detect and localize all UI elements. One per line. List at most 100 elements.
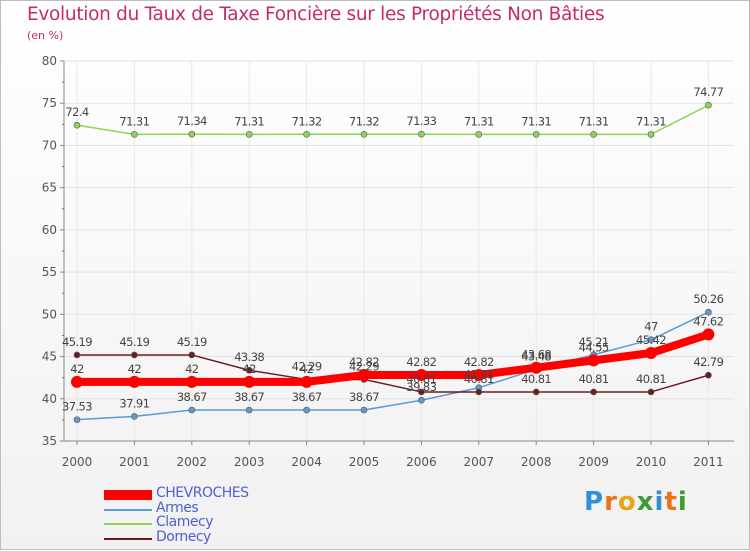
x-tick-label: 2010 (636, 455, 667, 469)
logo-letter: t (664, 487, 678, 517)
data-point-clamecy (360, 130, 368, 138)
series-line-clamecy (76, 104, 710, 136)
data-label-chevroches: 47.62 (693, 314, 723, 328)
data-point-dornecy (418, 388, 425, 396)
data-point-clamecy (303, 130, 310, 138)
y-tick-label: 45 (42, 350, 57, 364)
data-labels: 72.4 71.31 71.34 71.31 71.32 71.32 71.33 71.31 7… (62, 85, 724, 413)
x-tick-label: 2006 (406, 455, 437, 469)
data-point-dornecy (532, 388, 540, 396)
data-point-armes (647, 336, 655, 343)
data-point-chevroches (128, 375, 141, 388)
data-label-chevroches: 42 (300, 362, 314, 376)
data-point-dornecy (188, 351, 196, 359)
logo-letter: o (617, 487, 637, 517)
series-line-dornecy (76, 354, 710, 393)
y-tick-label: 65 (42, 181, 57, 195)
data-label-chevroches: 44.55 (579, 340, 609, 354)
data-point-chevroches (587, 354, 600, 367)
legend-label-armes: Armes (156, 500, 199, 516)
data-label-armes: 38.67 (234, 390, 264, 404)
data-label-clamecy: 71.32 (349, 114, 379, 128)
data-point-clamecy (705, 101, 712, 109)
x-tick-label: 2005 (349, 455, 380, 469)
data-point-chevroches (358, 368, 370, 381)
data-label-chevroches: 42.82 (464, 355, 494, 369)
series-line-armes (76, 311, 710, 421)
data-point-dornecy (647, 388, 655, 396)
data-point-dornecy (73, 351, 81, 359)
data-point-chevroches (185, 375, 198, 388)
data-point-clamecy (647, 131, 655, 138)
y-tick-label: 60 (42, 223, 57, 237)
data-label-clamecy: 71.34 (177, 114, 207, 128)
data-label-dornecy: 40.81 (406, 372, 436, 386)
data-point-clamecy (73, 121, 81, 129)
data-label-chevroches: 42.82 (349, 355, 379, 369)
data-label-armes: 38.67 (349, 390, 379, 404)
x-tick-label: 2001 (119, 455, 150, 469)
data-point-clamecy (188, 130, 196, 138)
data-label-armes: 38.67 (292, 390, 322, 404)
data-label-chevroches: 42 (128, 362, 142, 376)
x-tick-label: 2003 (234, 455, 265, 469)
legend-swatch-dornecy (104, 537, 152, 540)
data-point-clamecy (418, 130, 425, 138)
data-point-clamecy (245, 131, 253, 138)
data-label-dornecy: 45.19 (119, 335, 149, 349)
axes: 35 40 45 50 55 60 65 70 75 80 2000 2001 2002 2003 2004… (42, 54, 734, 469)
data-point-chevroches (702, 328, 715, 341)
data-label-dornecy: 40.81 (579, 372, 609, 386)
y-tick-label: 75 (42, 96, 57, 110)
data-point-clamecy (475, 131, 483, 138)
data-label-dornecy: 42.29 (292, 359, 322, 373)
data-label-dornecy: 42.79 (693, 355, 723, 369)
data-point-dornecy (705, 371, 712, 379)
data-label-dornecy: 40.81 (464, 372, 494, 386)
data-point-chevroches (71, 375, 83, 388)
data-label-armes: 50.26 (693, 292, 723, 306)
data-label-chevroches: 45.42 (636, 333, 666, 347)
x-tick-label: 2007 (464, 455, 495, 469)
data-label-dornecy: 42.29 (349, 359, 379, 373)
logo-letter: i (677, 487, 688, 517)
data-label-chevroches: 42 (70, 362, 84, 376)
data-point-clamecy (590, 131, 597, 138)
proxiti-logo: Proxiti (584, 487, 688, 517)
y-tick-label: 70 (42, 138, 57, 152)
data-point-dornecy (590, 388, 597, 396)
data-point-dornecy (475, 388, 483, 396)
data-label-clamecy: 71.31 (521, 114, 551, 128)
data-point-armes (131, 413, 138, 420)
data-point-armes (73, 416, 81, 423)
legend-swatch-chevroches (104, 489, 152, 500)
data-label-armes: 39.83 (406, 380, 436, 394)
x-tick-label: 2004 (291, 455, 322, 469)
data-point-clamecy (532, 131, 540, 138)
data-point-chevroches (243, 375, 256, 388)
data-point-chevroches (645, 347, 657, 360)
data-point-chevroches (415, 368, 428, 381)
data-label-armes: 37.91 (119, 396, 149, 410)
x-tick-label: 2009 (578, 455, 609, 469)
data-point-armes (418, 396, 425, 404)
data-label-clamecy: 71.31 (119, 114, 149, 128)
y-tick-label: 50 (42, 307, 57, 321)
data-point-chevroches (530, 361, 543, 374)
y-tick-label: 35 (42, 434, 57, 448)
y-unit-label: (en %) (27, 29, 64, 42)
data-label-chevroches: 42 (185, 362, 199, 376)
data-point-chevroches (472, 368, 485, 381)
data-label-chevroches: 43.68 (521, 348, 551, 362)
legend-swatch-armes (104, 508, 152, 511)
data-label-clamecy: 71.31 (579, 114, 609, 128)
data-point-dornecy (245, 366, 253, 374)
x-tick-label: 2000 (62, 455, 93, 469)
data-label-clamecy: 72.4 (65, 105, 88, 119)
chart-title: Evolution du Taux de Taxe Foncière sur l… (27, 4, 605, 25)
data-label-clamecy: 74.77 (693, 85, 723, 99)
legend-label-clamecy: Clamecy (156, 514, 213, 530)
data-point-armes (188, 406, 196, 414)
